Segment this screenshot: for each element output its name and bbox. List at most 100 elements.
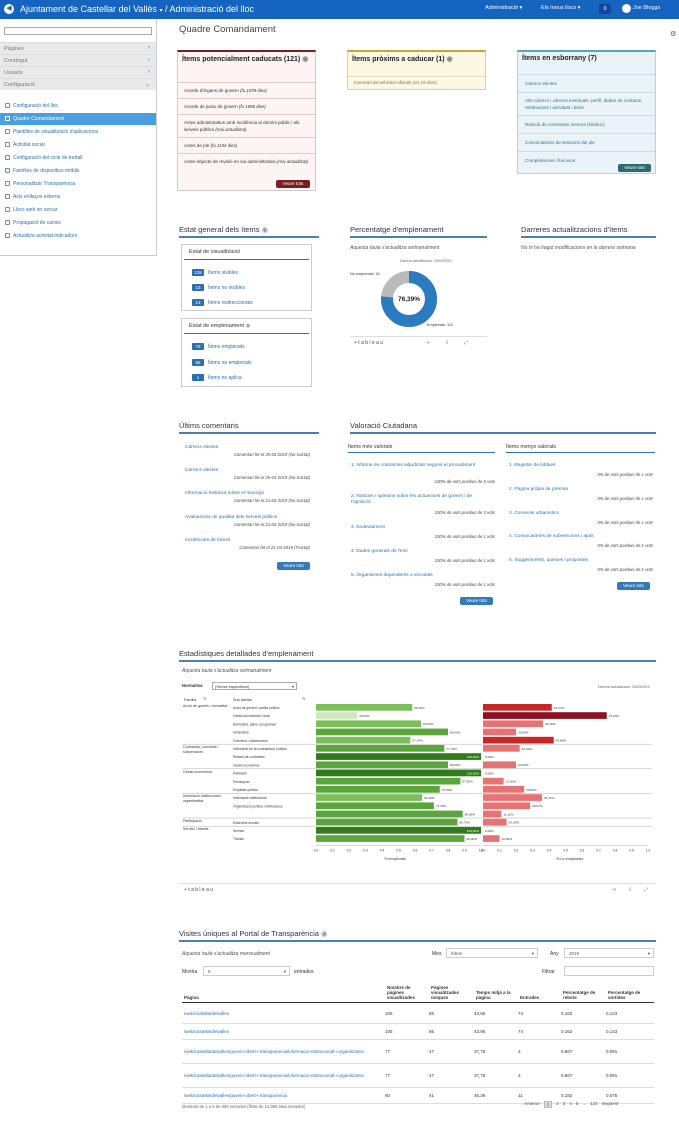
month-select[interactable]: febrer ▾ [446, 948, 538, 958]
view-all-button[interactable]: Veure tots [460, 597, 493, 605]
page-link[interactable]: /web/castellardelvalles/govern-obert-i-t… [184, 1048, 364, 1054]
col-header[interactable]: Percentatge de rebots [563, 990, 596, 1000]
least-rated-item[interactable]: 2. Pàgina pròpia de premsa [509, 487, 568, 492]
status-row[interactable]: 13 Ítems no visibles [192, 284, 245, 291]
view-all-button[interactable]: Veure tots [618, 164, 651, 172]
page-button[interactable]: 2 [556, 1101, 559, 1106]
status-row[interactable]: 1 Ítems no aplica [192, 374, 242, 381]
status-row[interactable]: 128 Ítems visibles [192, 269, 238, 276]
year-select[interactable]: 2019 ▾ [564, 948, 654, 958]
notification-badge[interactable]: 0 [599, 4, 611, 14]
col-header[interactable]: Pàgines visualitzades úniques [431, 985, 460, 1000]
gear-icon[interactable]: ⚙ [670, 31, 677, 38]
sidebar-item-active[interactable]: Quadre Comandament [0, 113, 156, 125]
empty-bar-label: 42,86% [556, 739, 567, 743]
fullscreen-icon[interactable]: ⤢ [644, 887, 649, 893]
list-item[interactable]: Acords d'òrgans de govern (fa 1078 dies) [178, 82, 315, 98]
most-rated-item[interactable]: 1. Informe de contractes adjudicats sego… [351, 463, 476, 468]
most-rated-item[interactable]: 2. Notícies i opinions sobre les actuaci… [351, 494, 473, 505]
page-button[interactable]: 3 [562, 1101, 566, 1106]
comment-link[interactable]: Avaluacions de qualitat dels serveis púb… [185, 515, 278, 520]
normativa-select[interactable]: (Sense especificar) ▾ [212, 682, 297, 690]
subfamily-label: Informació de la contractació pública [233, 747, 287, 751]
not-filled-label: No emplenats: 34 [350, 272, 380, 276]
table-row: /web/castellardelvalles 105 85 43,95 74 0,162… [182, 1024, 654, 1040]
sidebar-item[interactable]: Configuració del lloc [0, 100, 156, 112]
list-item[interactable]: Actes administratius amb incidència al d… [178, 114, 315, 137]
view-all-button[interactable]: Veure tots [277, 562, 310, 570]
list-item[interactable]: Càrrecs electes [518, 74, 655, 92]
sidebar-item[interactable]: Plantilles de visualització d'aplicacion… [0, 126, 156, 138]
sidebar-section-content[interactable]: Contingut › [0, 54, 156, 66]
view-all-button[interactable]: Veure tots [617, 582, 650, 590]
sidebar-item[interactable]: Llocs web on cercar [0, 204, 156, 216]
table-cell: 0,667 [561, 1049, 573, 1054]
least-rated-item[interactable]: 4. Convocatòries de subvencions i ajuts [509, 534, 594, 539]
least-rated-item[interactable]: 1. Registre de lobbies [509, 463, 556, 468]
col-header[interactable]: Entrades [520, 995, 540, 1000]
page-button-active[interactable]: 1 [543, 1101, 553, 1108]
most-rated-item[interactable]: 3. Endeutament [351, 525, 385, 530]
list-item[interactable]: Acords de junta de govern (fa 1086 dies) [178, 98, 315, 114]
page-link[interactable]: /web/castellardelvalles [184, 1010, 230, 1016]
empty-bar [483, 728, 516, 736]
list-item[interactable]: Actes objecte de revisió en via administ… [178, 153, 315, 169]
col-header[interactable]: Pàgina [184, 995, 199, 1000]
status-row[interactable]: 76 Ítems emplenats [192, 343, 245, 350]
page-link[interactable]: /web/castellardelvalles/govern-obert-i-t… [184, 1093, 288, 1098]
most-rated-item[interactable]: 5. Organismes dependents o vinculats [351, 573, 433, 578]
filter-input[interactable] [564, 966, 654, 976]
comment-link[interactable]: Incidències de trànsit [185, 538, 231, 543]
status-row[interactable]: 68 Ítems no emplenats [192, 359, 252, 366]
col-header[interactable]: Percentatge de sortides [608, 990, 641, 1000]
page-button[interactable]: 122 [590, 1101, 598, 1106]
sidebar-item[interactable]: Famílies de dispositius mòbils [0, 165, 156, 177]
fullscreen-icon[interactable]: ⤢ [464, 340, 469, 346]
avatar[interactable] [622, 4, 631, 13]
sidebar-section-users[interactable]: Usuaris › [0, 66, 156, 78]
sidebar-item[interactable]: Activitat social [0, 139, 156, 151]
list-item[interactable]: Convocatòries de sessions del ple [518, 133, 655, 151]
col-header[interactable]: Nombre de pàgines visualitzades [387, 985, 416, 1000]
comment-link[interactable]: Informació històrica sobre el municipi [185, 491, 264, 496]
sidebar-item[interactable]: Actualitza activitat indicadors [0, 230, 156, 242]
download-icon[interactable]: ⇩ [445, 340, 450, 346]
sidebar-item[interactable]: Personalitzar Transparència [0, 178, 156, 190]
user-name[interactable]: Joe Bloggs [633, 5, 661, 11]
sidebar-section-config[interactable]: Configuració ⌄ [0, 78, 156, 90]
my-sites-menu[interactable]: Els meus llocs ▾ [541, 5, 581, 11]
next-page-button[interactable]: Següent [601, 1101, 619, 1106]
sidebar-item[interactable]: Configuració del cicle de treball [0, 152, 156, 164]
sidebar-item[interactable]: Propagació de canvis [0, 217, 156, 229]
prev-page-button[interactable]: Anterior [524, 1101, 540, 1106]
page-link[interactable]: /web/castellardelvalles/govern-obert-i-t… [184, 1072, 364, 1078]
comment-link[interactable]: Càrrecs electes [185, 468, 219, 473]
page-button[interactable]: 5 [575, 1101, 579, 1106]
most-rated-item[interactable]: 4. Dades generals de l'ens [351, 549, 408, 554]
sidebar-item[interactable]: Avís enllaços externs [0, 191, 156, 203]
sort-icon[interactable]: ⇅ [302, 696, 306, 701]
share-icon[interactable]: ⋖ [426, 340, 431, 346]
comment-link[interactable]: Càrrecs electes [185, 445, 219, 450]
least-rated-item[interactable]: 3. Convenis urbanístics [509, 511, 559, 516]
list-item[interactable]: Inventari de vehicles oficials (en 19 di… [348, 76, 485, 88]
site-title[interactable]: Ajuntament de Castellar del Vallès ▾ / A… [20, 4, 255, 14]
list-item[interactable]: Actes de ple (fa 1154 dies) [178, 137, 315, 153]
list-item[interactable]: Relació de contractes menors (històric) [518, 115, 655, 133]
status-row[interactable]: 13 Ítems redireccionats [192, 299, 253, 306]
list-item[interactable]: Competències i funcions [518, 151, 655, 169]
page-size-select[interactable]: 5 ▾ [203, 966, 290, 976]
page-link[interactable]: /web/castellardelvalles [184, 1029, 230, 1034]
admin-menu[interactable]: Administració ▾ [485, 5, 523, 11]
least-rated-item[interactable]: 5. Suggeriments, queixes i propostes [509, 558, 588, 563]
list-item[interactable]: Alts càrrecs i càrrecs eventuals: perfil… [518, 92, 655, 115]
share-icon[interactable]: ⋖ [612, 887, 617, 893]
download-icon[interactable]: ⇩ [628, 887, 633, 893]
back-arrow-icon[interactable]: ◀ [4, 4, 14, 14]
page-button[interactable]: 4 [569, 1101, 572, 1106]
sidebar-search-input[interactable] [4, 27, 152, 35]
sort-icon[interactable]: ⇅ [203, 696, 207, 701]
sidebar-section-pages[interactable]: Pàgines › [0, 42, 156, 54]
view-all-button[interactable]: Veure tots [276, 180, 310, 188]
col-header[interactable]: Temps mitjà a la pàgina [476, 990, 511, 1000]
